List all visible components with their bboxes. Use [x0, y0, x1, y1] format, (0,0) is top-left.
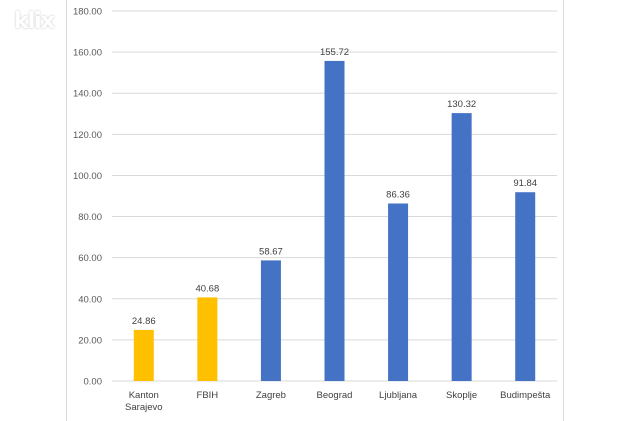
value-labels: 24.86 40.68 58.67 155.72 86.36 130.32 91.84	[132, 47, 537, 327]
x-tick-label: Zagreb	[256, 390, 286, 401]
x-tick-label: Skoplje	[446, 390, 477, 401]
data-label: 91.84	[513, 178, 537, 189]
bar	[324, 60, 345, 382]
bar	[388, 203, 409, 381]
bar	[515, 192, 536, 381]
y-tick-label: 40.00	[78, 294, 102, 305]
y-tick-label: 120.00	[73, 130, 102, 141]
y-tick-label: 80.00	[78, 212, 102, 223]
y-axis-labels: 0.00 20.00 40.00 60.00 80.00 100.00 120.00 140.…	[73, 7, 102, 388]
bar	[197, 297, 218, 381]
data-label: 24.86	[132, 316, 156, 327]
bars	[133, 60, 536, 382]
data-label: 155.72	[320, 47, 349, 58]
y-tick-label: 20.00	[78, 335, 102, 346]
x-tick-label: FBIH	[197, 390, 219, 401]
x-tick-label: Beograd	[317, 390, 353, 401]
chart-frame	[66, 0, 564, 421]
bar	[260, 260, 281, 381]
bar	[451, 113, 472, 382]
y-tick-label: 100.00	[73, 171, 102, 182]
bar	[133, 329, 154, 381]
x-tick-label: Budimpešta	[500, 390, 551, 401]
y-tick-label: 140.00	[73, 89, 102, 100]
x-tick-label: Ljubljana	[379, 390, 418, 401]
x-tick-label: Kanton Sarajevo	[125, 390, 163, 413]
y-tick-label: 160.00	[73, 48, 102, 59]
y-tick-label: 60.00	[78, 253, 102, 264]
data-label: 130.32	[447, 99, 476, 110]
y-tick-label: 0.00	[84, 377, 103, 388]
klix-logo-watermark: klix	[14, 9, 55, 34]
x-axis-labels: Kanton Sarajevo FBIH Zagreb Beograd Ljubljana…	[125, 390, 551, 413]
data-label: 86.36	[386, 189, 410, 200]
y-tick-label: 180.00	[73, 7, 102, 18]
data-label: 58.67	[259, 246, 283, 257]
data-label: 40.68	[195, 283, 219, 294]
